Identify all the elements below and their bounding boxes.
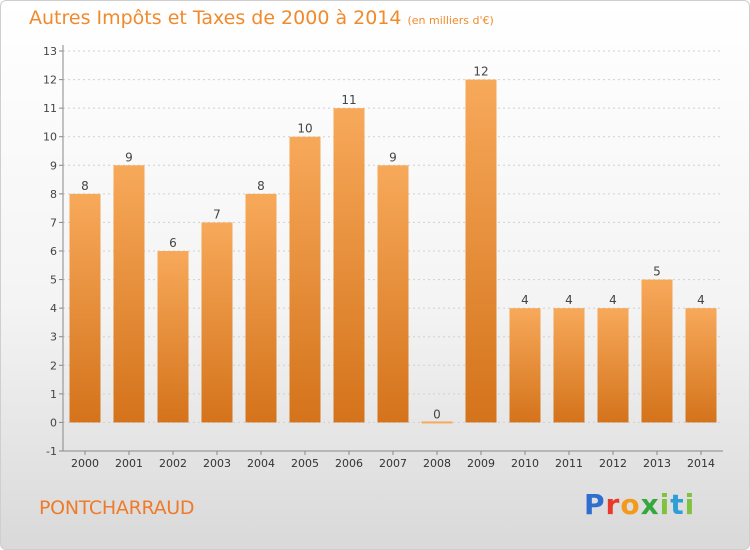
x-tick-label: 2011 [555,457,583,470]
x-tick-label: 2012 [599,457,627,470]
bar-2012 [597,308,629,423]
y-tick-label: 6 [50,245,57,258]
data-label-2006: 11 [341,93,356,107]
data-label-2009: 12 [473,65,488,79]
bar-2013 [641,279,673,423]
y-tick-label: 1 [50,388,57,401]
x-tick-label: 2000 [71,457,99,470]
chart-title-unit: (en milliers d'€) [407,14,494,27]
bar-2007 [377,165,409,423]
bar-2002 [157,251,189,423]
data-label-2010: 4 [521,293,529,307]
bar-2014 [685,308,717,423]
x-tick-label: 2004 [247,457,275,470]
y-tick-label: 4 [50,302,57,315]
bar-2011 [553,308,585,423]
x-tick-label: 2001 [115,457,143,470]
bar-2004 [245,193,277,423]
bar-2001 [113,165,145,423]
y-tick-label: 11 [43,102,57,115]
bar-2006 [333,108,365,423]
chart-title-main: Autres Impôts et Taxes de 2000 à 2014 [29,7,402,29]
x-tick-label: 2003 [203,457,231,470]
data-label-2011: 4 [565,293,573,307]
proxiti-logo: Proxiti [584,488,696,521]
bar-2000 [69,193,101,423]
data-label-2005: 10 [297,122,312,136]
data-label-2001: 9 [125,150,133,164]
bar-2005 [289,136,321,423]
x-tick-label: 2008 [423,457,451,470]
x-tick-label: 2006 [335,457,363,470]
data-label-2013: 5 [653,265,661,279]
y-tick-label: 5 [50,274,57,287]
y-tick-label: 13 [43,45,57,58]
y-tick-label: 9 [50,159,57,172]
y-tick-label: 2 [50,359,57,372]
x-tick-label: 2009 [467,457,495,470]
data-label-2004: 8 [257,179,265,193]
chart-title: Autres Impôts et Taxes de 2000 à 2014 (en… [29,7,494,29]
data-label-2012: 4 [609,293,617,307]
y-tick-label: 3 [50,331,57,344]
bar-2003 [201,222,233,423]
bar-2010 [509,308,541,423]
y-tick-label: -1 [46,445,57,458]
x-tick-label: 2014 [687,457,715,470]
x-tick-label: 2002 [159,457,187,470]
y-tick-label: 7 [50,216,57,229]
x-tick-label: 2013 [643,457,671,470]
data-label-2002: 6 [169,236,177,250]
x-tick-label: 2005 [291,457,319,470]
data-label-2007: 9 [389,150,397,164]
data-label-2003: 7 [213,207,221,221]
bar-2009 [465,79,497,423]
x-tick-label: 2007 [379,457,407,470]
location-name: PONTCHARRAUD [39,497,195,519]
bar-2008 [421,421,453,424]
data-label-2014: 4 [697,293,705,307]
data-label-2008: 0 [433,407,441,421]
y-tick-label: 12 [43,74,57,87]
y-tick-label: 10 [43,131,57,144]
data-label-2000: 8 [81,179,89,193]
x-tick-label: 2010 [511,457,539,470]
y-tick-label: 8 [50,188,57,201]
y-tick-label: 0 [50,416,57,429]
